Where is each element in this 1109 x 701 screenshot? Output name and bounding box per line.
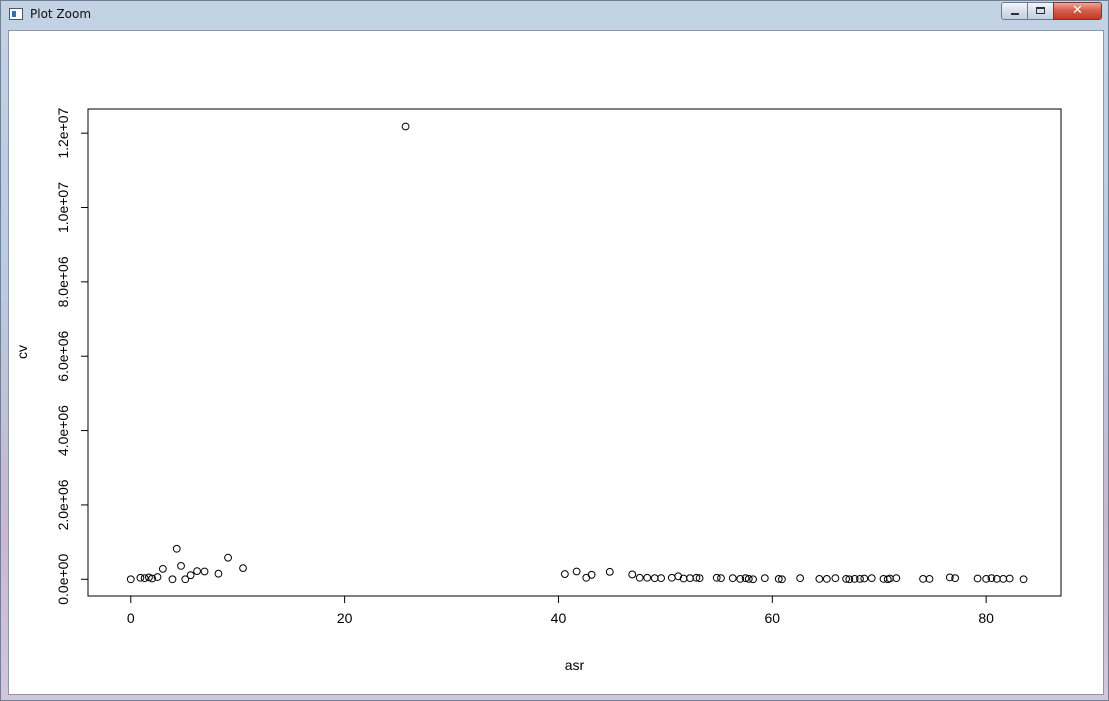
data-point (628, 570, 637, 579)
data-point (831, 574, 840, 583)
data-point (158, 564, 167, 573)
data-point (224, 553, 232, 562)
data-point (867, 574, 876, 583)
data-point (214, 569, 223, 578)
y-tick-label: 2.0e+06 (55, 479, 71, 530)
data-point (401, 122, 410, 131)
data-point (153, 573, 162, 581)
data-point (1005, 574, 1014, 583)
data-point (572, 567, 581, 576)
data-point (815, 574, 824, 583)
y-axis-title: cv (14, 345, 30, 359)
minimize-button[interactable] (1001, 2, 1028, 20)
x-tick-label: 40 (551, 610, 567, 626)
data-point (999, 574, 1008, 583)
plot-window-icon[interactable] (9, 8, 23, 20)
data-point (717, 574, 725, 583)
data-point (760, 574, 769, 583)
data-point (822, 574, 831, 583)
data-point (200, 567, 209, 576)
data-point (177, 561, 185, 570)
data-point (925, 574, 934, 583)
data-point (919, 574, 927, 583)
data-point (987, 574, 996, 583)
data-point (736, 574, 745, 583)
data-point (692, 573, 701, 582)
data-point (982, 574, 991, 583)
data-point (239, 564, 247, 573)
x-tick-label: 20 (337, 610, 353, 626)
title-bar[interactable]: Plot Zoom ✕ (1, 1, 1108, 29)
data-point (892, 574, 901, 583)
x-tick-label: 60 (765, 610, 781, 626)
minimize-icon (1011, 13, 1019, 15)
data-point (850, 574, 859, 583)
data-point (560, 570, 569, 578)
close-button[interactable]: ✕ (1053, 2, 1102, 20)
data-point (860, 574, 869, 583)
data-point (778, 575, 786, 584)
y-tick-label: 6.0e+06 (55, 331, 71, 382)
data-point (605, 567, 614, 576)
data-point (140, 574, 149, 583)
data-point (136, 573, 145, 582)
y-tick-label: 4.0e+06 (55, 405, 71, 456)
data-point (186, 571, 195, 580)
data-point (744, 574, 753, 583)
data-point (945, 573, 954, 582)
y-axis: 0.0e+00 2.0e+06 4.0e+06 6.0e+06 8.0e+06 1.0e+… (55, 107, 89, 605)
plot-area-container: 0 20 40 60 80 0.0e+00 2.0e+06 4.0e+06 6.0e+06 8.… (8, 30, 1104, 695)
plot-frame (87, 108, 1062, 597)
data-point (667, 573, 676, 582)
close-icon: ✕ (1072, 3, 1083, 18)
data-point (842, 574, 850, 583)
data-point (148, 574, 157, 583)
data-point (845, 575, 854, 584)
data-point (1019, 575, 1028, 584)
window-title: Plot Zoom (30, 7, 92, 21)
x-tick-label: 80 (978, 610, 994, 626)
data-point (951, 574, 960, 583)
data-point (643, 573, 652, 582)
y-tick-label: 8.0e+06 (55, 256, 71, 307)
data-point (635, 573, 644, 582)
data-points (126, 122, 1028, 584)
data-point (686, 574, 694, 583)
data-point (587, 570, 596, 579)
data-point (657, 574, 666, 583)
data-point (728, 574, 737, 583)
x-axis-title: asr (565, 657, 585, 673)
data-point (126, 575, 135, 584)
y-tick-label: 1.0e+07 (55, 182, 71, 233)
data-point (172, 544, 181, 553)
data-point (168, 575, 177, 584)
data-point (973, 574, 982, 583)
data-point (193, 567, 201, 575)
y-tick-label: 1.2e+07 (55, 107, 71, 158)
data-point (695, 574, 704, 583)
data-point (712, 573, 721, 582)
x-tick-label: 0 (127, 610, 135, 626)
data-point (856, 574, 864, 583)
maximize-icon (1036, 7, 1045, 14)
data-point (674, 572, 683, 581)
data-point (796, 574, 805, 583)
data-point (741, 574, 750, 583)
y-tick-label: 0.0e+00 (55, 554, 71, 605)
maximize-button[interactable] (1027, 2, 1054, 20)
x-axis: 0 20 40 60 80 (127, 595, 994, 626)
data-point (145, 573, 153, 582)
scatter-plot: 0 20 40 60 80 0.0e+00 2.0e+06 4.0e+06 6.0e+06 8.… (14, 107, 1062, 673)
data-point (774, 574, 783, 583)
data-point (650, 574, 659, 583)
data-point (181, 575, 190, 584)
data-point (749, 575, 757, 584)
